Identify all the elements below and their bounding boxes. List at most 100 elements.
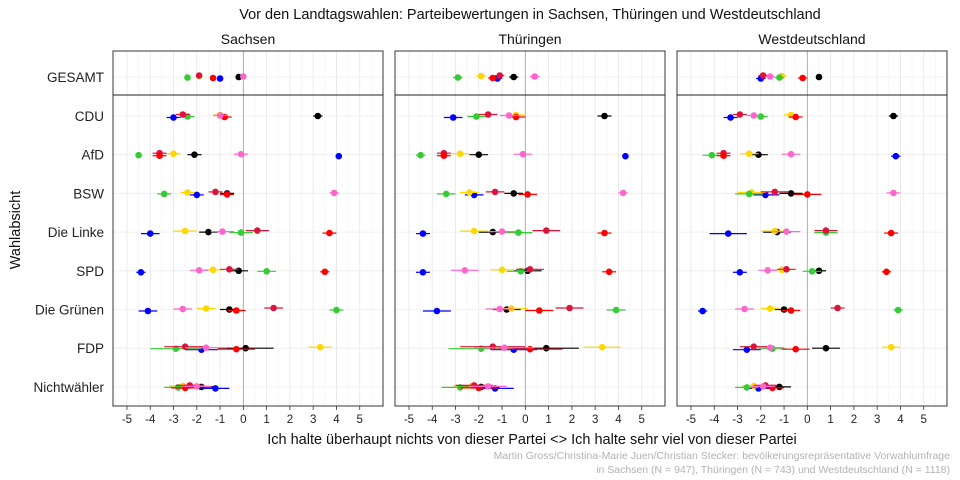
point-sachsen-bsw-yellow <box>184 189 191 196</box>
point-westdeutschland-spd-blue <box>736 269 744 276</box>
point-westdeutschland-fdp-yellow <box>887 343 895 351</box>
point-sachsen-bsw-crimson <box>212 188 219 196</box>
point-westdeutschland-bsw-black <box>787 190 795 197</box>
point-sachsen-spd-red <box>321 268 329 276</box>
y-tick-label-nichtw-hler: Nichtwähler <box>33 380 104 395</box>
point-thueringen-cdu-red <box>512 113 520 121</box>
x-tick-label-sachsen: 2 <box>287 414 293 426</box>
panel-title-sachsen: Sachsen <box>221 31 275 47</box>
x-tick-label-thueringen: -2 <box>474 414 484 426</box>
point-thueringen-fdp-crimson <box>489 343 497 351</box>
point-thueringen-die-linke-blue <box>419 230 427 237</box>
point-westdeutschland-die-gruenen-black <box>780 306 788 313</box>
x-tick-label-westdeutschland: -5 <box>686 414 696 426</box>
point-sachsen-nichtw-hler-red <box>181 384 189 392</box>
source-caption-line-2: in Sachsen (N = 947), Thüringen (N = 743… <box>596 464 950 476</box>
point-sachsen-bsw-red <box>223 191 231 198</box>
point-sachsen-die-linke-pink <box>219 228 226 235</box>
point-thueringen-bsw-red <box>524 191 531 198</box>
point-sachsen-die-linke-green <box>237 229 245 236</box>
point-westdeutschland-cdu-pink <box>750 112 758 119</box>
point-thueringen-gesamt-green <box>454 74 462 81</box>
point-westdeutschland-afd-pink <box>787 150 795 158</box>
point-sachsen-cdu-pink <box>216 112 224 119</box>
point-sachsen-die-gruenen-blue <box>144 307 152 315</box>
point-thueringen-die-linke-green <box>515 229 522 236</box>
point-thueringen-die-linke-crimson <box>542 227 550 234</box>
source-caption-line-1: Martin Gross/Christina-Marie Juen/Christ… <box>493 450 950 462</box>
point-thueringen-bsw-crimson <box>491 188 499 196</box>
point-westdeutschland-spd-pink <box>764 267 772 274</box>
y-tick-label-die-linke: Die Linke <box>48 225 104 240</box>
y-tick-label-afd: AfD <box>81 148 104 163</box>
point-thueringen-die-linke-red <box>601 229 608 237</box>
panel-border-thueringen <box>394 50 666 407</box>
point-thueringen-bsw-pink <box>619 189 627 197</box>
point-sachsen-die-linke-blue <box>146 230 154 237</box>
point-westdeutschland-die-gruenen-crimson <box>834 304 841 312</box>
x-tick-label-thueringen: 3 <box>592 414 598 426</box>
point-sachsen-fdp-red <box>233 345 240 353</box>
point-thueringen-gesamt-crimson <box>496 72 504 79</box>
x-tick-label-thueringen: 4 <box>615 414 622 426</box>
point-westdeutschland-gesamt-green <box>776 74 783 81</box>
point-sachsen-nichtw-hler-blue <box>212 385 219 392</box>
point-westdeutschland-cdu-black <box>890 112 897 120</box>
x-tick-label-sachsen: 0 <box>240 414 246 426</box>
point-sachsen-die-gruenen-green <box>333 306 340 314</box>
x-tick-label-westdeutschland: 4 <box>897 414 904 426</box>
point-westdeutschland-spd-crimson <box>783 266 790 273</box>
point-thueringen-afd-blue <box>622 152 629 160</box>
x-tick-label-thueringen: -1 <box>497 414 507 426</box>
point-thueringen-nichtw-hler-pink <box>484 383 492 390</box>
point-thueringen-gesamt-pink <box>531 73 538 80</box>
point-sachsen-fdp-pink <box>202 344 210 352</box>
point-sachsen-gesamt-crimson <box>195 72 203 79</box>
point-westdeutschland-cdu-red <box>792 113 800 121</box>
point-westdeutschland-bsw-red <box>804 191 811 198</box>
point-westdeutschland-die-linke-red <box>887 229 895 237</box>
x-tick-label-sachsen: -3 <box>168 414 178 426</box>
x-tick-label-thueringen: -5 <box>404 414 414 426</box>
point-thueringen-cdu-pink <box>505 112 513 119</box>
point-sachsen-afd-black <box>191 151 198 158</box>
point-thueringen-afd-black <box>475 151 483 158</box>
panel-border-sachsen <box>112 50 384 407</box>
panel-border-westdeutschland <box>676 50 948 407</box>
x-tick-label-sachsen: -2 <box>192 414 202 426</box>
point-thueringen-afd-red <box>440 152 448 159</box>
point-thueringen-spd-yellow <box>498 266 506 274</box>
point-westdeutschland-cdu-crimson <box>736 111 744 118</box>
point-thueringen-fdp-black <box>542 344 550 352</box>
x-tick-label-sachsen: 3 <box>310 414 316 426</box>
point-westdeutschland-gesamt-pink <box>766 73 774 80</box>
point-thueringen-die-gruenen-red <box>536 307 543 314</box>
x-tick-label-thueringen: 0 <box>522 414 528 426</box>
point-sachsen-spd-yellow <box>209 266 217 274</box>
x-tick-label-sachsen: -1 <box>215 414 225 426</box>
x-tick-label-thueringen: 2 <box>569 414 575 426</box>
point-westdeutschland-fdp-blue <box>743 346 751 354</box>
y-tick-label-die-gruenen: Die Grünen <box>35 303 104 318</box>
panel-title-westdeutschland: Westdeutschland <box>758 31 865 47</box>
point-westdeutschland-afd-red <box>720 152 727 159</box>
point-thueringen-spd-crimson <box>526 266 534 273</box>
point-sachsen-spd-crimson <box>226 266 233 273</box>
point-sachsen-gesamt-red <box>209 74 217 82</box>
point-sachsen-afd-red <box>156 152 163 159</box>
point-westdeutschland-die-gruenen-red <box>787 307 795 314</box>
point-westdeutschland-bsw-green <box>745 190 753 198</box>
point-thueringen-die-gruenen-green <box>612 306 620 314</box>
y-tick-label-gesamt: GESAMT <box>47 70 104 85</box>
point-thueringen-afd-yellow <box>456 150 464 157</box>
point-sachsen-bsw-blue <box>193 191 201 199</box>
x-tick-label-thueringen: -4 <box>427 414 438 426</box>
y-tick-label-cdu: CDU <box>75 109 104 124</box>
point-thueringen-cdu-black <box>601 112 608 120</box>
point-thueringen-afd-green <box>417 151 424 159</box>
y-tick-label-spd: SPD <box>76 264 104 279</box>
point-sachsen-die-gruenen-crimson <box>270 304 277 312</box>
point-sachsen-die-gruenen-black <box>226 306 233 313</box>
point-sachsen-cdu-blue <box>170 114 177 121</box>
